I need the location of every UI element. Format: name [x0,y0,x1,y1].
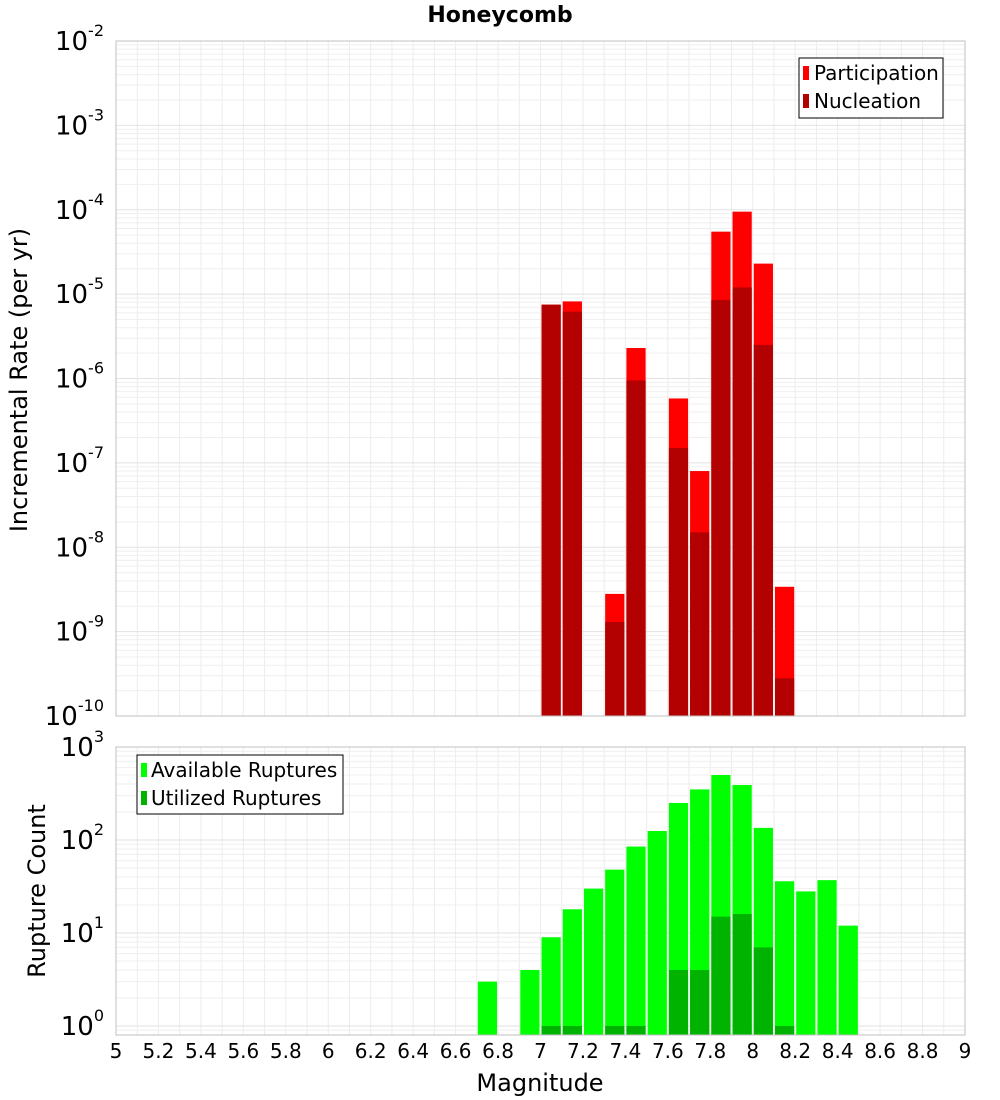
y-tick-label: 10-6 [55,359,104,395]
y-tick-label: 100 [61,1006,104,1042]
utilized-ruptures-bar [774,1025,795,1035]
x-tick-label: 6.8 [482,1039,514,1063]
nucleation-bar [753,344,773,716]
available-ruptures-bar [605,869,625,1035]
available-ruptures-bar [583,888,604,1035]
x-tick-label: 5.4 [185,1039,217,1063]
utilized-ruptures-bar [711,916,731,1035]
x-tick-label: 7.8 [694,1039,726,1063]
y-tick-label: 10-2 [55,21,104,57]
legend-swatch-participation [803,66,809,80]
legend-swatch-utilized [141,791,147,805]
y-tick-label: 10-4 [55,190,104,226]
utilized-ruptures-bar [668,969,689,1035]
utilized-ruptures-bar [753,947,773,1035]
x-tick-label: 5 [110,1039,123,1063]
legend-label-utilized: Utilized Ruptures [151,786,321,810]
utilized-ruptures-bar [562,1025,582,1035]
y-tick-label: 102 [61,820,104,856]
top-bars [541,211,795,716]
nucleation-bar [690,532,710,716]
legend-label-nucleation: Nucleation [814,89,921,113]
available-ruptures-bar [626,846,646,1035]
nucleation-bar [774,678,795,716]
y-tick-label: 10-7 [55,443,104,479]
y-tick-label: 103 [61,727,104,763]
chart-title: Honeycomb [427,3,572,28]
legend-swatch-nucleation [803,94,809,108]
available-ruptures-bar [796,891,816,1035]
available-ruptures-bar [541,937,561,1035]
legend-swatch-available [141,763,147,777]
x-tick-label: 7.4 [609,1039,641,1063]
top-legend-box [798,57,944,119]
nucleation-bar [711,300,731,716]
y-tick-label: 10-5 [55,274,104,310]
x-tick-label: 9 [959,1039,972,1063]
nucleation-bar [605,622,625,716]
nucleation-bar [626,380,646,716]
available-ruptures-bar [774,881,795,1035]
y-tick-label: 10-9 [55,612,104,648]
top-plot-border [115,40,966,717]
bottom-y-ticks: 103 102 101 100 [61,727,104,1042]
available-ruptures-bar [477,981,498,1035]
nucleation-bar [668,448,689,716]
x-tick-label: 7.6 [652,1039,684,1063]
x-tick-label: 8.6 [864,1039,896,1063]
x-ticks: 5 5.2 5.4 5.6 5.8 6 6.2 6.4 6.6 6.8 7 7.2 7.4 7.6 7.8 8… [110,1039,972,1063]
available-ruptures-bar [647,830,667,1035]
y-tick-label: 10-3 [55,105,104,141]
x-tick-label: 6.4 [397,1039,429,1063]
legend-label-participation: Participation [814,61,939,85]
nucleation-bar [541,304,561,716]
top-y-axis-label: Incremental Rate (per yr) [5,228,33,532]
x-tick-label: 7 [534,1039,547,1063]
x-tick-label: 5.6 [227,1039,259,1063]
x-tick-label: 6.2 [355,1039,387,1063]
x-tick-label: 6 [322,1039,335,1063]
legend-label-available: Available Ruptures [151,758,337,782]
bottom-bars [477,774,858,1035]
bottom-plot-border [115,746,966,1036]
available-ruptures-bar [520,969,540,1035]
available-ruptures-bar [562,909,582,1035]
bottom-y-axis-label: Rupture Count [23,804,51,978]
x-axis-label: Magnitude [476,1069,603,1097]
available-ruptures-bar [838,925,858,1035]
x-tick-label: 8 [746,1039,759,1063]
x-tick-label: 5.2 [143,1039,175,1063]
utilized-ruptures-bar [732,914,752,1035]
y-tick-label: 10-10 [45,696,104,732]
y-tick-label: 101 [61,913,104,949]
top-legend: Participation Nucleation [798,57,944,119]
x-tick-label: 8.2 [779,1039,811,1063]
utilized-ruptures-bar [605,1025,625,1035]
x-tick-label: 5.8 [270,1039,302,1063]
top-grid [115,40,966,717]
x-tick-label: 8.8 [907,1039,939,1063]
bottom-legend: Available Ruptures Utilized Ruptures [136,754,344,815]
nucleation-bar [562,311,582,716]
available-ruptures-bar [817,880,837,1035]
bottom-legend-box [136,754,344,815]
utilized-ruptures-bar [626,1025,646,1035]
utilized-ruptures-bar [541,1025,561,1035]
utilized-ruptures-bar [690,969,710,1035]
x-tick-label: 6.6 [440,1039,472,1063]
x-tick-label: 7.2 [567,1039,599,1063]
y-tick-label: 10-8 [55,527,104,563]
x-tick-label: 8.4 [822,1039,854,1063]
top-y-ticks: 10-2 10-3 10-4 10-5 10-6 10-7 10-8 10-9 10-10 [45,21,104,732]
nucleation-bar [732,287,752,716]
